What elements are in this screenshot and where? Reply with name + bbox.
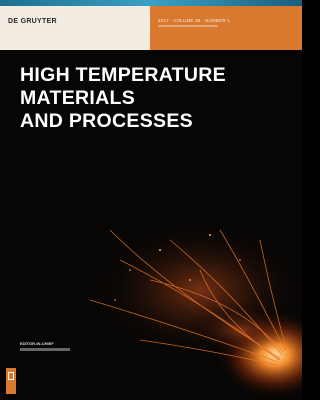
title-line: MATERIALS bbox=[20, 87, 226, 110]
issue-info: 2017 · VOLUME 36 · NUMBER 1 bbox=[158, 18, 230, 23]
sparks-artwork bbox=[0, 0, 302, 400]
editor-name bbox=[20, 348, 70, 351]
journal-cover: DE GRUYTER 2017 · VOLUME 36 · NUMBER 1 H… bbox=[0, 0, 302, 400]
subtitle-line bbox=[158, 25, 218, 27]
logo-mark bbox=[8, 372, 14, 380]
journal-title: HIGH TEMPERATURE MATERIALS AND PROCESSES bbox=[20, 64, 226, 133]
page: DE GRUYTER 2017 · VOLUME 36 · NUMBER 1 H… bbox=[0, 0, 302, 400]
header-left: DE GRUYTER bbox=[0, 6, 150, 50]
editor-label: EDITOR-IN-CHIEF bbox=[20, 341, 54, 346]
publisher: DE GRUYTER bbox=[8, 18, 57, 25]
title-line: AND PROCESSES bbox=[20, 110, 226, 133]
title-line: HIGH TEMPERATURE bbox=[20, 64, 226, 87]
header-right: 2017 · VOLUME 36 · NUMBER 1 bbox=[150, 6, 302, 50]
